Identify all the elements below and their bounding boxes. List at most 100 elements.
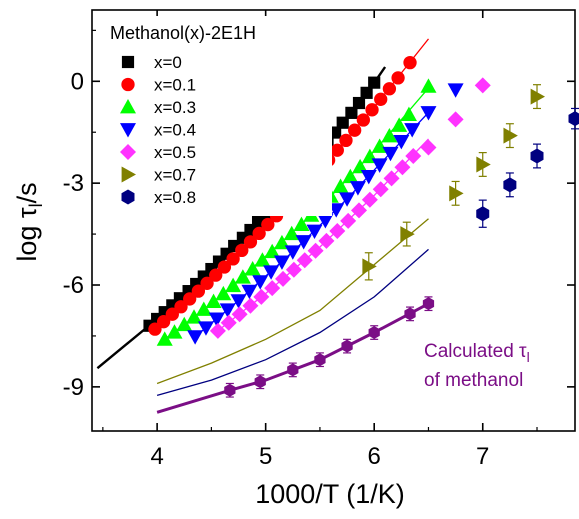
point-s3-0 bbox=[187, 330, 204, 345]
point-s3-2 bbox=[208, 312, 225, 327]
legend-title: Methanol(x)-2E1H bbox=[110, 23, 256, 43]
point-s3-22 bbox=[447, 83, 464, 98]
calc-point-7 bbox=[422, 297, 435, 311]
x-tick-label-1: 5 bbox=[259, 443, 272, 470]
fit-line-6 bbox=[156, 248, 429, 397]
axis-ticks: 4 5 6 7 0 -3 -6 -9 bbox=[63, 10, 575, 470]
point-s2-22 bbox=[371, 138, 388, 153]
point-s3-13 bbox=[328, 203, 345, 218]
point-s2-20 bbox=[352, 158, 369, 174]
point-s5-2 bbox=[449, 185, 464, 202]
point-s5-1 bbox=[400, 226, 415, 243]
point-s1-4 bbox=[183, 292, 197, 306]
plot-frame bbox=[91, 9, 576, 432]
y-axis-title-main: log τ bbox=[12, 207, 42, 262]
legend-label-3: x=0.4 bbox=[154, 121, 196, 140]
point-s4-5 bbox=[264, 280, 281, 297]
point-s4-2 bbox=[231, 306, 248, 323]
point-s5-0 bbox=[362, 258, 377, 275]
point-s0-28 bbox=[360, 86, 373, 99]
point-s4-13 bbox=[351, 202, 368, 219]
point-s1-27 bbox=[382, 82, 397, 96]
point-s2-7 bbox=[225, 277, 242, 293]
point-s4-16 bbox=[383, 170, 400, 187]
point-s2-3 bbox=[186, 309, 203, 324]
point-s2-2 bbox=[176, 316, 193, 332]
legend-label-1: x=0.1 bbox=[154, 76, 196, 95]
point-s1-21 bbox=[330, 143, 344, 157]
point-s1-24 bbox=[356, 113, 370, 127]
y-axis-title: log τl/s bbox=[12, 182, 46, 261]
point-s6-3 bbox=[568, 111, 579, 127]
point-s2-8 bbox=[234, 269, 251, 284]
point-s5-5 bbox=[530, 88, 546, 105]
point-s0-27 bbox=[352, 96, 366, 110]
point-s3-1 bbox=[197, 321, 214, 336]
point-s1-23 bbox=[348, 123, 362, 137]
point-s4-20 bbox=[447, 111, 464, 128]
point-s4-19 bbox=[420, 139, 437, 156]
point-s4-15 bbox=[372, 181, 389, 198]
point-s3-8 bbox=[273, 255, 290, 270]
legend-marker-3 bbox=[120, 123, 136, 138]
point-s4-3 bbox=[242, 297, 259, 314]
point-s3-15 bbox=[349, 181, 366, 196]
point-s3-14 bbox=[339, 192, 356, 207]
point-s2-24 bbox=[391, 117, 408, 132]
point-s3-17 bbox=[371, 158, 388, 173]
point-s2-5 bbox=[205, 293, 222, 309]
point-s3-4 bbox=[230, 294, 247, 309]
annotation-line2: of methanol bbox=[424, 370, 523, 391]
legend-marker-1 bbox=[121, 77, 135, 92]
y-tick-label-2: -6 bbox=[63, 272, 84, 299]
annotation-calculated: Calculated τl of methanol bbox=[424, 341, 530, 391]
point-s3-21 bbox=[420, 106, 437, 121]
point-s3-6 bbox=[252, 275, 269, 290]
error-bars bbox=[225, 84, 579, 398]
point-s1-8 bbox=[217, 260, 232, 274]
point-s4-17 bbox=[394, 159, 411, 176]
point-s1-11 bbox=[243, 235, 258, 249]
point-s1-5 bbox=[191, 284, 206, 298]
point-s4-4 bbox=[253, 288, 270, 305]
legend-box bbox=[100, 16, 332, 216]
y-axis-title-suffix: /s bbox=[12, 182, 42, 203]
calc-point-6 bbox=[404, 307, 416, 321]
point-s4-18 bbox=[405, 147, 422, 164]
point-s1-26 bbox=[374, 92, 388, 106]
point-s3-19 bbox=[393, 134, 410, 150]
y-axis-title-sub: l bbox=[26, 203, 46, 207]
point-s4-21 bbox=[474, 77, 491, 94]
x-tick-label-3: 7 bbox=[476, 443, 489, 470]
point-s4-1 bbox=[220, 314, 237, 331]
point-s4-9 bbox=[307, 242, 324, 259]
x-tick-label-2: 6 bbox=[368, 443, 381, 470]
calc-point-4 bbox=[341, 339, 353, 353]
x-axis-title: 1000/T (1/K) bbox=[255, 479, 405, 509]
point-s2-18 bbox=[332, 178, 349, 193]
point-s3-12 bbox=[317, 214, 334, 229]
legend: x=0 x=0.1 x=0.3 x=0.4 x=0.5 x=0.7 x=0.8 bbox=[120, 53, 196, 207]
point-s1-2 bbox=[165, 307, 179, 321]
svg-text:Calculated τl: Calculated τl bbox=[424, 341, 530, 365]
point-s3-3 bbox=[219, 303, 236, 318]
point-s1-3 bbox=[174, 300, 188, 314]
point-s1-6 bbox=[200, 276, 214, 290]
point-s2-10 bbox=[254, 252, 271, 267]
point-s4-14 bbox=[361, 191, 378, 208]
y-tick-label-3: -9 bbox=[63, 374, 84, 401]
point-s6-1 bbox=[503, 177, 517, 193]
legend-marker-2 bbox=[120, 99, 136, 114]
legend-label-4: x=0.5 bbox=[154, 143, 196, 162]
svg-text:log τl/s: log τl/s bbox=[12, 182, 46, 261]
point-s4-11 bbox=[329, 223, 346, 240]
point-s1-7 bbox=[209, 268, 223, 282]
point-s4-12 bbox=[340, 212, 357, 229]
point-s2-6 bbox=[215, 285, 232, 301]
annotation-line1-sub: l bbox=[527, 349, 530, 365]
point-s3-18 bbox=[382, 146, 399, 162]
calc-point-0 bbox=[224, 383, 236, 397]
point-s2-14 bbox=[293, 216, 310, 231]
legend-label-6: x=0.8 bbox=[154, 188, 196, 207]
